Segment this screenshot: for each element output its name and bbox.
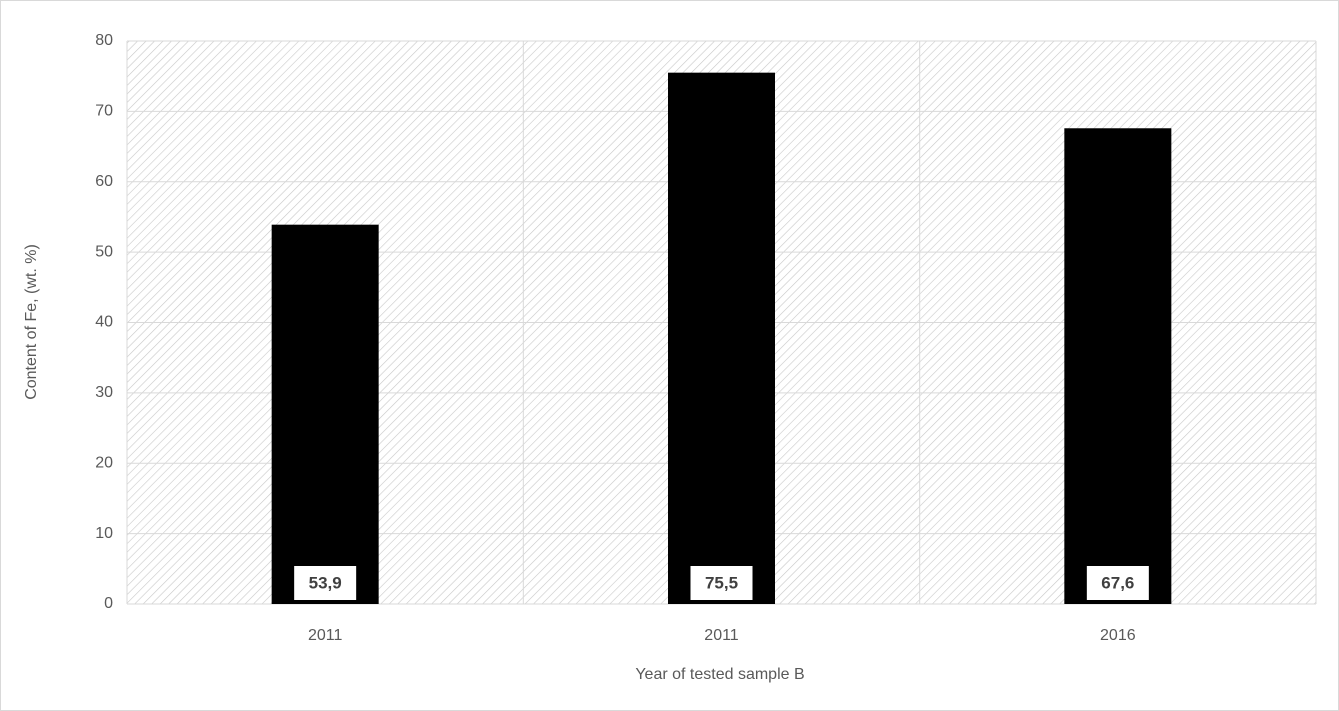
y-tick-label: 30	[95, 384, 113, 401]
y-axis-label: Content of Fe, (wt. %)	[23, 244, 40, 400]
y-tick-label: 40	[95, 314, 113, 331]
y-tick-label: 0	[104, 595, 113, 612]
y-tick-label: 80	[95, 32, 113, 49]
value-label: 67,6	[1101, 573, 1134, 592]
y-tick-label: 50	[95, 243, 113, 260]
bar	[1064, 128, 1172, 604]
bar	[667, 72, 776, 604]
value-label: 53,9	[309, 573, 342, 592]
value-label-box	[294, 566, 357, 600]
value-label-box	[1086, 566, 1149, 600]
y-tick-label: 70	[95, 103, 113, 120]
y-tick-label: 10	[95, 525, 113, 542]
y-tick-label: 60	[95, 173, 113, 190]
x-tick-label: 2016	[1100, 627, 1136, 644]
bar	[271, 224, 379, 604]
x-tick-label: 2011	[308, 627, 343, 644]
x-axis-label: Year of tested sample B	[635, 666, 804, 683]
y-tick-label: 20	[95, 454, 113, 471]
value-label: 75,5	[705, 573, 738, 592]
x-tick-label: 2011	[704, 627, 739, 644]
value-label-box	[690, 566, 753, 600]
